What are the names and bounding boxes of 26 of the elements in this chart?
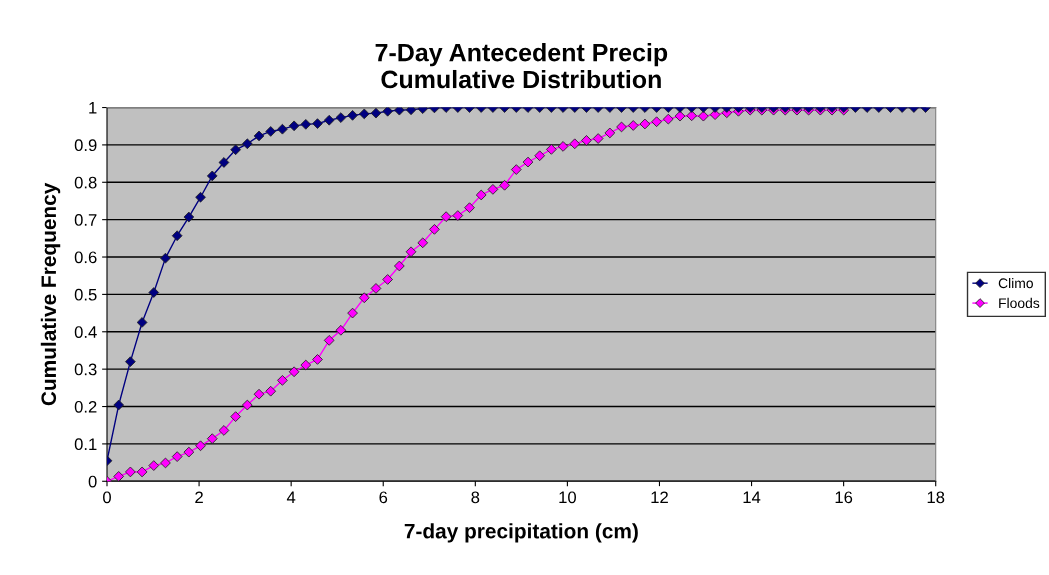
x-axis-title: 7-day precipitation (cm) [404, 523, 638, 543]
y-tick-label: 1 [89, 102, 97, 114]
y-tick-label: 0.5 [74, 288, 97, 301]
x-tick-label: 16 [835, 491, 853, 504]
x-tick-label: 14 [743, 491, 761, 504]
x-tick-label: 10 [559, 491, 577, 504]
y-tick-label: 0.3 [74, 363, 97, 376]
y-tick-label: 0.9 [74, 139, 97, 152]
chart-title: 7-Day Antecedent Precip Cumulative Distribution [375, 43, 668, 89]
y-tick-label: 0.8 [74, 176, 97, 189]
y-tick-label: 0.6 [74, 251, 97, 264]
x-tick-label: 2 [195, 491, 203, 504]
legend-label: Floods [999, 297, 1040, 309]
y-tick-label: 0.1 [74, 438, 97, 451]
x-tick-label: 6 [379, 491, 388, 504]
y-tick-label: 0.7 [74, 214, 97, 226]
x-tick-label: 12 [651, 491, 668, 504]
y-axis-title: Cumulative Frequency [40, 182, 61, 406]
y-tick-label: 0 [88, 475, 97, 488]
y-tick-label: 0.2 [74, 400, 97, 413]
x-tick-label: 4 [286, 491, 296, 504]
y-tick-label: 0.4 [74, 326, 97, 338]
legend-label: Climo [998, 277, 1033, 289]
x-tick-label: 18 [927, 491, 945, 504]
x-tick-label: 0 [103, 491, 111, 504]
x-tick-label: 8 [471, 491, 480, 504]
